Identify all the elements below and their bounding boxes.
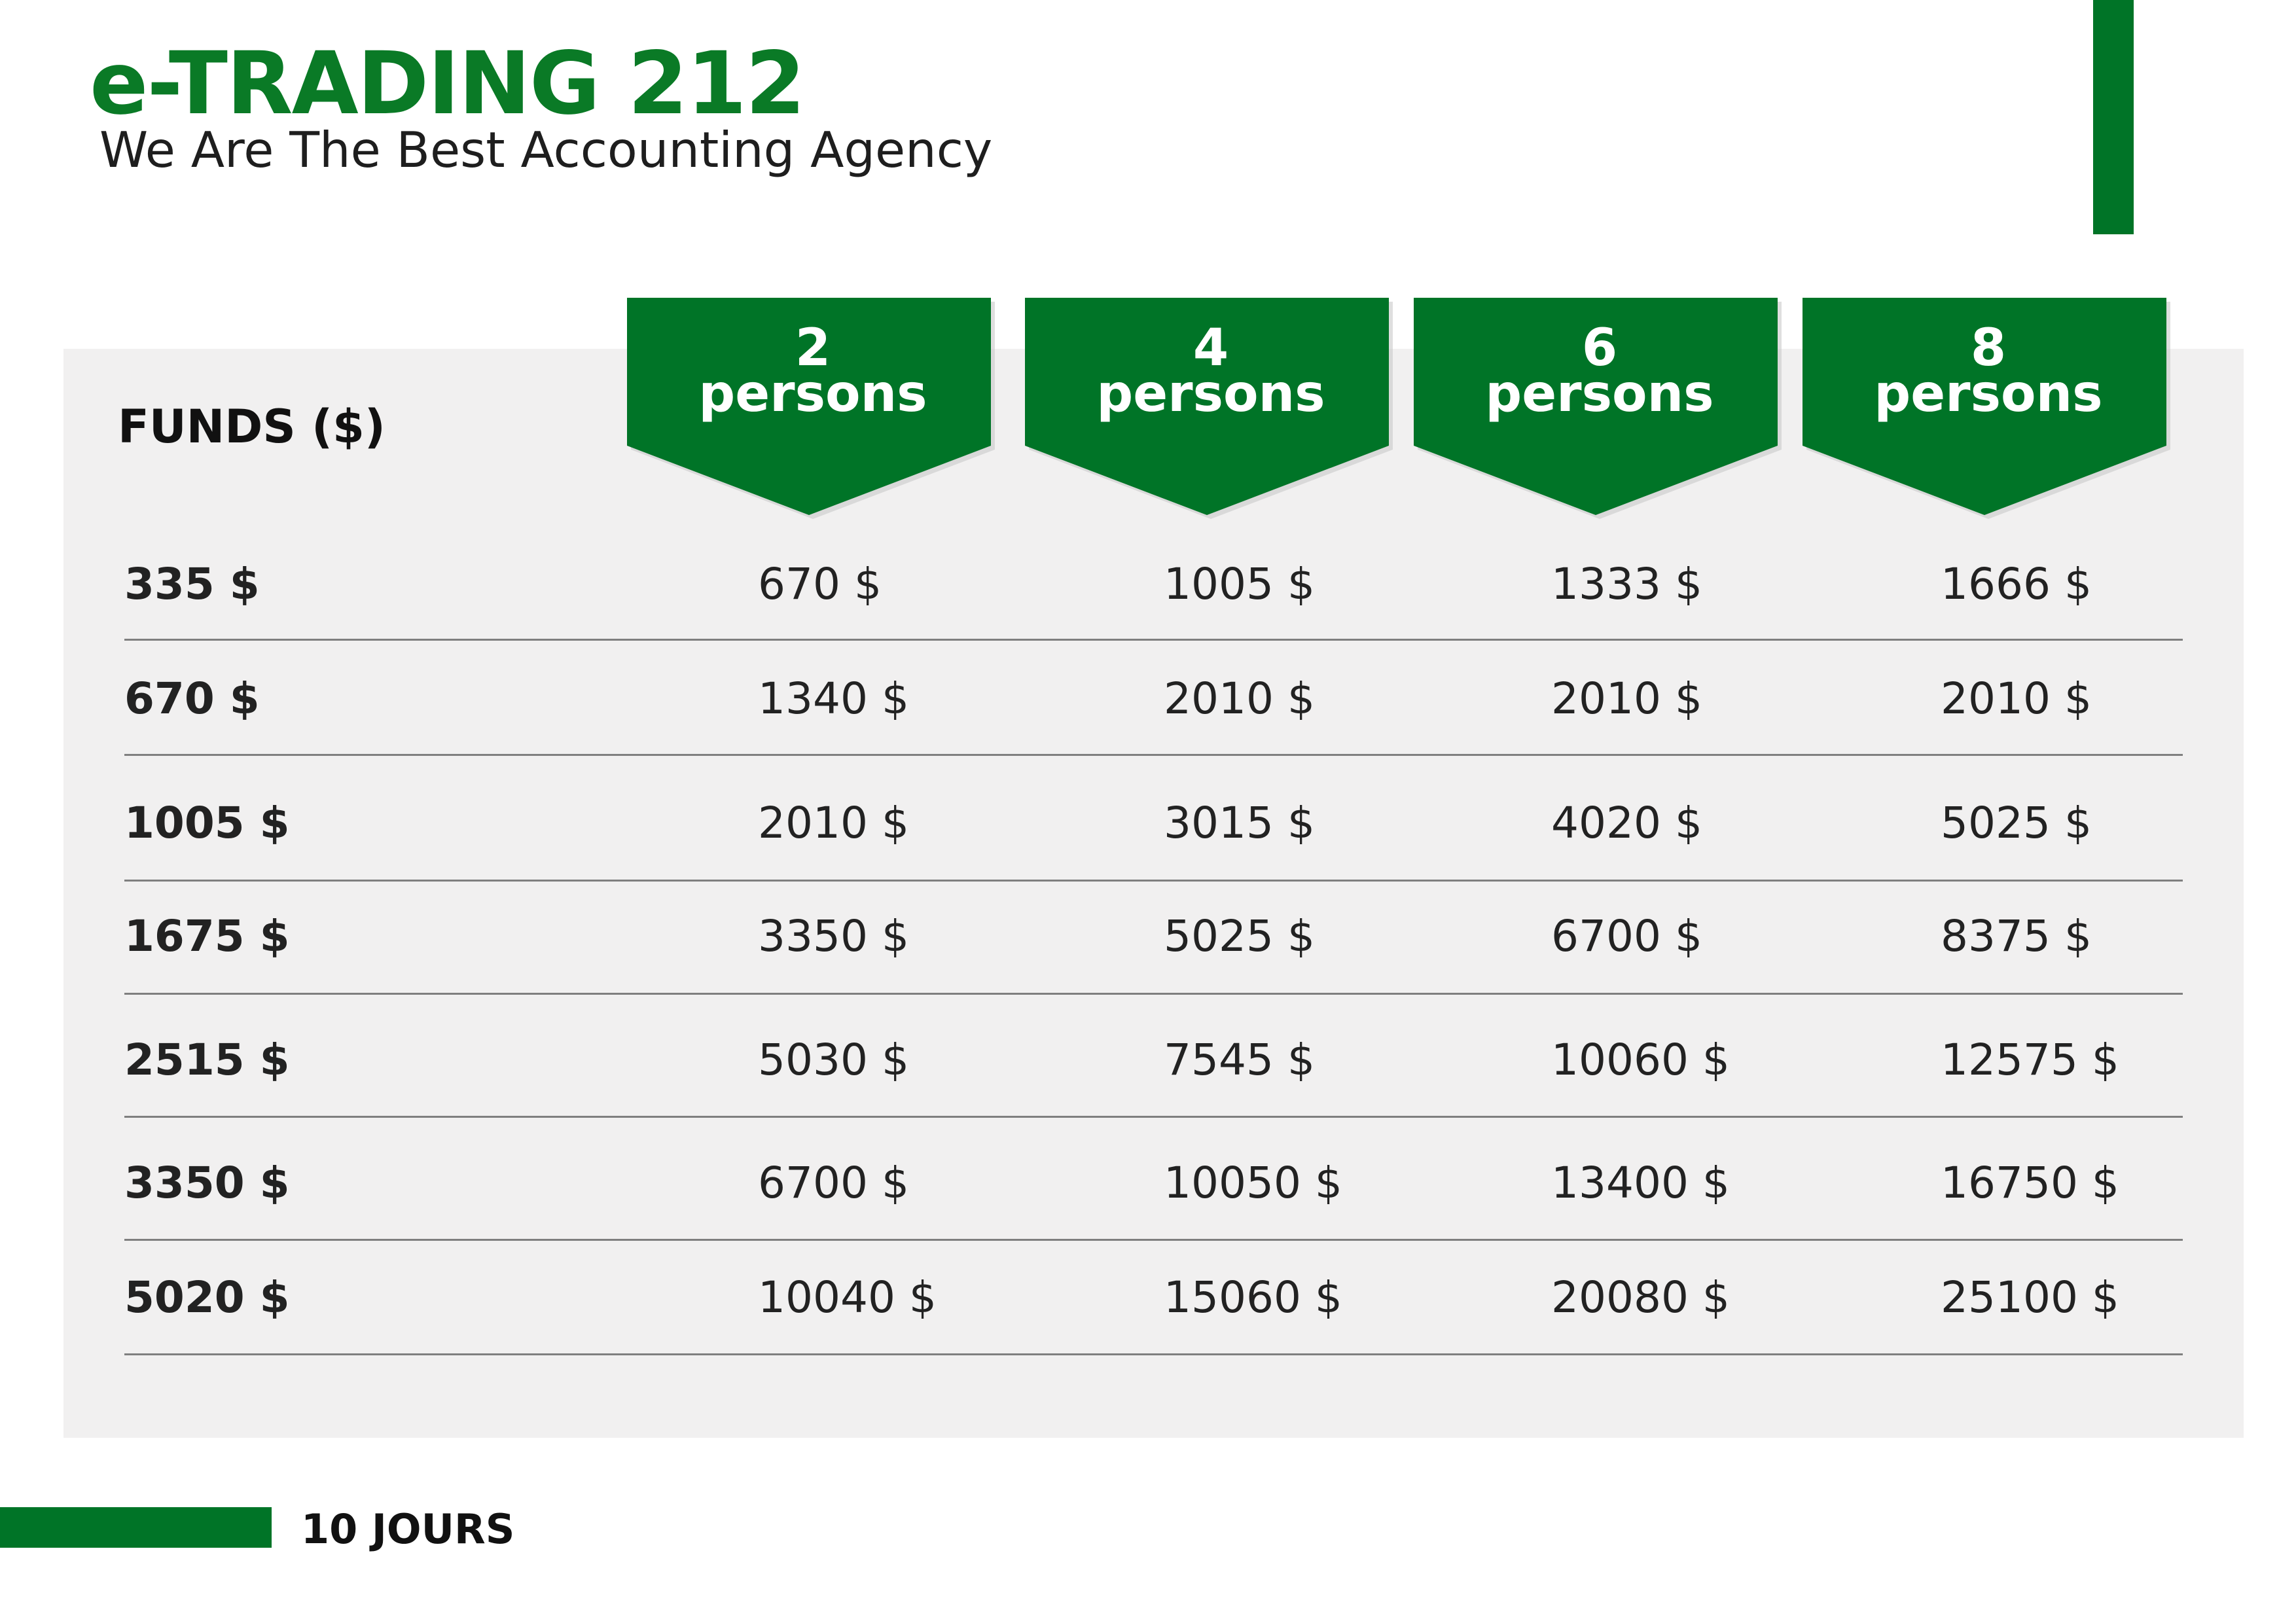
column-person-count: 4 <box>1193 319 1229 378</box>
row-divider <box>124 1116 2183 1118</box>
row-value-2-persons: 2010 $ <box>758 798 909 848</box>
column-person-count: 6 <box>1581 319 1618 378</box>
row-value-2-persons: 6700 $ <box>758 1158 909 1208</box>
row-divider <box>124 639 2183 641</box>
row-divider <box>124 754 2183 756</box>
row-value-2-persons: 10040 $ <box>758 1272 937 1323</box>
row-funds-value: 670 $ <box>124 673 260 724</box>
row-funds-value: 3350 $ <box>124 1158 290 1208</box>
table-row: 335 $ 670 $ 1005 $ 1333 $ 1666 $ <box>0 563 2296 615</box>
row-value-8-persons: 8375 $ <box>1941 911 2092 961</box>
column-person-unit: persons <box>1096 365 1325 423</box>
row-value-6-persons: 20080 $ <box>1551 1272 1730 1323</box>
funds-column-header: FUNDS ($) <box>118 400 386 454</box>
chevron-banner-icon <box>1025 298 1393 519</box>
row-value-4-persons: 2010 $ <box>1164 673 1315 724</box>
chevron-banner-icon <box>1803 298 2170 519</box>
column-person-count: 2 <box>795 319 831 378</box>
row-value-4-persons: 7545 $ <box>1164 1035 1315 1085</box>
column-header-4-persons: 4 persons <box>1025 298 1397 522</box>
row-value-4-persons: 5025 $ <box>1164 911 1315 961</box>
column-header-8-persons: 8 persons <box>1803 298 2174 522</box>
brand-tagline: We Are The Best Accounting Agency <box>99 121 993 179</box>
row-value-8-persons: 16750 $ <box>1941 1158 2119 1208</box>
table-row: 2515 $ 5030 $ 7545 $ 10060 $ 12575 $ <box>0 1039 2296 1091</box>
row-value-8-persons: 2010 $ <box>1941 673 2092 724</box>
row-funds-value: 2515 $ <box>124 1035 290 1085</box>
column-person-unit: persons <box>1485 365 1714 423</box>
row-funds-value: 1675 $ <box>124 911 290 961</box>
row-value-6-persons: 10060 $ <box>1551 1035 1730 1085</box>
row-value-8-persons: 12575 $ <box>1941 1035 2119 1085</box>
row-value-8-persons: 25100 $ <box>1941 1272 2119 1323</box>
table-row: 1675 $ 3350 $ 5025 $ 6700 $ 8375 $ <box>0 915 2296 967</box>
column-header-6-persons: 6 persons <box>1414 298 1785 522</box>
row-value-6-persons: 1333 $ <box>1551 559 1702 609</box>
brand-title: e-TRADING 212 <box>90 33 806 134</box>
row-value-6-persons: 6700 $ <box>1551 911 1702 961</box>
row-value-4-persons: 3015 $ <box>1164 798 1315 848</box>
row-value-4-persons: 15060 $ <box>1164 1272 1342 1323</box>
row-value-2-persons: 3350 $ <box>758 911 909 961</box>
column-person-unit: persons <box>698 365 927 423</box>
chevron-banner-icon <box>627 298 995 519</box>
footer-duration-label: 10 JOURS <box>301 1505 515 1553</box>
row-funds-value: 335 $ <box>124 559 260 609</box>
row-value-6-persons: 2010 $ <box>1551 673 1702 724</box>
row-value-6-persons: 13400 $ <box>1551 1158 1730 1208</box>
column-person-count: 8 <box>1970 319 2007 378</box>
row-value-2-persons: 670 $ <box>758 559 882 609</box>
row-funds-value: 5020 $ <box>124 1272 290 1323</box>
table-row: 1005 $ 2010 $ 3015 $ 4020 $ 5025 $ <box>0 802 2296 854</box>
row-funds-value: 1005 $ <box>124 798 290 848</box>
footer-accent-bar <box>0 1507 272 1548</box>
row-value-2-persons: 1340 $ <box>758 673 909 724</box>
column-header-2-persons: 2 persons <box>627 298 999 522</box>
row-value-6-persons: 4020 $ <box>1551 798 1702 848</box>
table-row: 3350 $ 6700 $ 10050 $ 13400 $ 16750 $ <box>0 1162 2296 1214</box>
table-row: 670 $ 1340 $ 2010 $ 2010 $ 2010 $ <box>0 677 2296 730</box>
row-divider <box>124 880 2183 882</box>
row-value-4-persons: 10050 $ <box>1164 1158 1342 1208</box>
row-divider <box>124 1353 2183 1355</box>
row-value-2-persons: 5030 $ <box>758 1035 909 1085</box>
row-value-4-persons: 1005 $ <box>1164 559 1315 609</box>
top-accent-bar <box>2093 0 2134 234</box>
row-value-8-persons: 1666 $ <box>1941 559 2092 609</box>
row-value-8-persons: 5025 $ <box>1941 798 2092 848</box>
table-row: 5020 $ 10040 $ 15060 $ 20080 $ 25100 $ <box>0 1276 2296 1329</box>
pricing-table-panel <box>63 349 2244 1438</box>
row-divider <box>124 993 2183 995</box>
column-person-unit: persons <box>1874 365 2103 423</box>
chevron-banner-icon <box>1414 298 1782 519</box>
row-divider <box>124 1239 2183 1241</box>
